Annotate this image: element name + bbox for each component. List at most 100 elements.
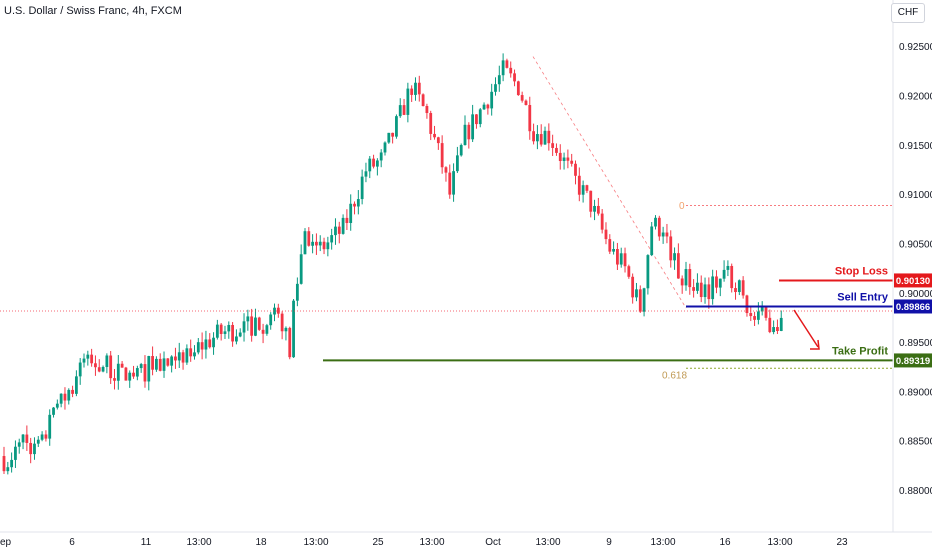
candle-up xyxy=(17,442,21,447)
price-tick-label: 0.89500 xyxy=(899,338,932,349)
candle-down xyxy=(29,442,33,455)
candle-up xyxy=(471,114,475,140)
candle-down xyxy=(280,313,284,332)
candle-down xyxy=(707,284,711,300)
time-tick-label: ep xyxy=(0,537,12,548)
candle-down xyxy=(436,137,440,144)
candle-up xyxy=(193,352,196,357)
price-tag-label: 0.89319 xyxy=(896,356,930,367)
candle-down xyxy=(417,82,421,95)
candle-down xyxy=(288,327,292,358)
candle-up xyxy=(414,82,417,95)
candle-up xyxy=(722,269,726,279)
candle-down xyxy=(174,356,177,361)
candle-down xyxy=(276,307,280,314)
candle-down xyxy=(516,81,520,96)
price-tick-label: 0.89000 xyxy=(899,387,932,398)
candle-up xyxy=(760,307,764,312)
candle-down xyxy=(261,329,265,334)
candle-down xyxy=(372,158,375,167)
projection-arrow xyxy=(793,309,819,348)
candle-down xyxy=(421,94,425,107)
candle-down xyxy=(764,307,768,318)
level-label-stop-loss: Stop Loss xyxy=(835,265,888,277)
candle-up xyxy=(52,407,55,415)
candle-up xyxy=(40,434,44,440)
price-tick-label: 0.90000 xyxy=(899,289,932,300)
candle-down xyxy=(322,241,326,250)
candle-down xyxy=(657,217,661,237)
price-tag-bg xyxy=(894,299,932,314)
candle-up xyxy=(406,88,410,115)
fib-level-0-label: 0 xyxy=(679,201,685,212)
time-tick-label: 11 xyxy=(141,537,152,548)
time-axis: ep 6 11 13:00 18 13:00 25 13:00 Oct 13:00 9 13:00 16… xyxy=(0,531,932,548)
candle-up xyxy=(501,60,505,76)
candle-up xyxy=(684,269,688,286)
currency-button[interactable]: CHF xyxy=(891,3,925,23)
candle-up xyxy=(311,241,315,246)
candle-down xyxy=(539,134,543,145)
candle-down xyxy=(616,248,619,265)
candle-down xyxy=(90,354,94,364)
candle-down xyxy=(566,157,570,161)
candle-up xyxy=(78,362,82,377)
candle-up xyxy=(497,75,501,85)
candle-up xyxy=(155,358,158,370)
candle-down xyxy=(448,172,452,195)
candle-down xyxy=(425,106,429,114)
candle-down xyxy=(208,339,212,348)
time-tick-label: 23 xyxy=(836,537,848,548)
chart-title: U.S. Dollar / Swiss Franc, 4h, FXCM xyxy=(4,5,182,17)
candle-down xyxy=(143,364,147,382)
time-tick-label: 6 xyxy=(69,537,75,548)
candle-up xyxy=(128,372,132,381)
candle-up xyxy=(772,327,776,333)
candle-up xyxy=(368,158,372,172)
time-tick-label: 25 xyxy=(372,537,384,548)
candle-down xyxy=(505,60,509,68)
candle-up xyxy=(326,242,330,250)
time-tick-label: 9 xyxy=(606,537,612,548)
candle-up xyxy=(246,316,250,322)
candle-down xyxy=(315,241,318,246)
candle-down xyxy=(608,239,612,252)
price-tick-label: 0.90500 xyxy=(899,239,932,250)
candle-down xyxy=(528,104,532,132)
candle-up xyxy=(395,116,398,137)
candle-up xyxy=(612,248,615,252)
candle-down xyxy=(585,185,589,191)
candle-down xyxy=(25,434,29,443)
candle-up xyxy=(756,311,760,320)
candle-down xyxy=(555,147,558,153)
candle-up xyxy=(6,467,10,472)
fibonacci-retracement: 0 0.618 xyxy=(532,56,893,381)
candles xyxy=(0,53,893,475)
candle-up xyxy=(398,105,402,117)
candle-down xyxy=(181,352,185,363)
candle-down xyxy=(532,131,535,142)
level-label-take-profit: Take Profit xyxy=(832,345,888,357)
candle-down xyxy=(600,213,604,230)
candle-up xyxy=(463,124,467,146)
candle-up xyxy=(330,235,334,243)
candle-up xyxy=(478,109,482,125)
candle-up xyxy=(101,366,105,372)
candle-up xyxy=(379,152,383,161)
candle-up xyxy=(360,176,364,200)
candle-up xyxy=(273,307,276,315)
candle-down xyxy=(520,95,524,101)
candle-down xyxy=(433,133,436,138)
candle-down xyxy=(410,88,414,95)
candle-down xyxy=(589,190,593,212)
candle-up xyxy=(543,130,547,145)
candle-up xyxy=(82,358,86,363)
candle-down xyxy=(734,288,737,293)
candle-up xyxy=(593,205,596,212)
candle-up xyxy=(265,325,269,334)
price-tick-label: 0.88500 xyxy=(899,437,932,448)
candle-up xyxy=(536,134,539,142)
candle-down xyxy=(745,295,749,314)
